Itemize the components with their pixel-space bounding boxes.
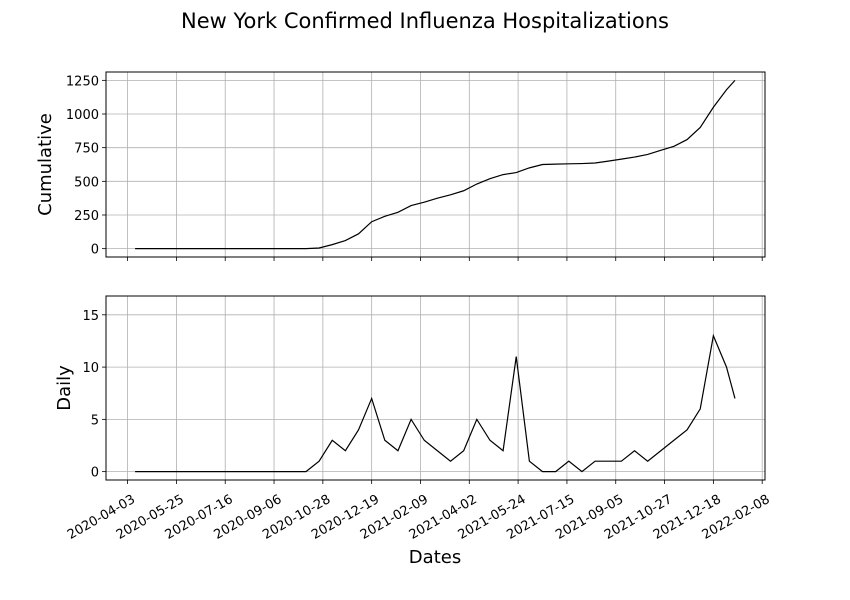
y-axis-label: Daily: [54, 365, 75, 411]
y-tick-label: 750: [74, 142, 99, 157]
y-tick-label: 0: [91, 466, 99, 481]
x-axis-label: Dates: [409, 547, 461, 568]
y-tick-label: 5: [91, 413, 99, 428]
figure-title: New York Confirmed Influenza Hospitaliza…: [181, 9, 669, 33]
y-tick-label: 10: [82, 361, 99, 376]
y-tick-label: 15: [82, 309, 99, 324]
y-tick-label: 1250: [66, 74, 99, 89]
y-tick-label: 1000: [66, 108, 99, 123]
y-tick-label: 500: [74, 175, 99, 190]
axes-frame: [105, 295, 766, 481]
data-line: [135, 79, 736, 250]
data-line: [135, 333, 736, 473]
axes-frame: [105, 71, 766, 258]
y-tick-label: 0: [91, 243, 99, 258]
y-axis-label: Cumulative: [35, 113, 56, 216]
y-tick-label: 250: [74, 209, 99, 224]
